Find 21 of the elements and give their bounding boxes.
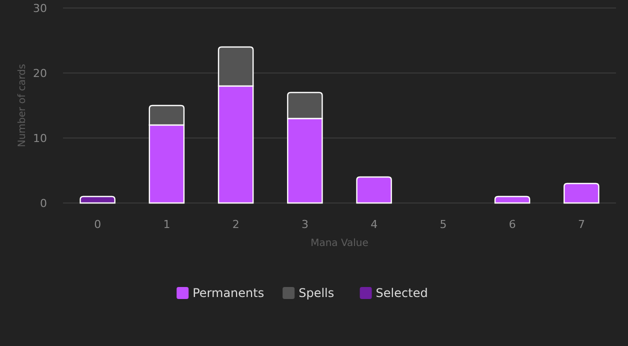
x-tick-label: 3 bbox=[301, 218, 308, 231]
x-tick-label: 5 bbox=[440, 218, 447, 231]
bar bbox=[494, 196, 530, 204]
x-tick-label: 0 bbox=[94, 218, 102, 231]
y-tick-label: 10 bbox=[33, 132, 47, 145]
bar bbox=[80, 196, 116, 204]
x-axis-title: Mana Value bbox=[310, 238, 368, 249]
x-tick-label: 7 bbox=[578, 218, 585, 231]
y-tick-label: 0 bbox=[40, 196, 47, 210]
x-tick-label: 6 bbox=[508, 218, 516, 231]
legend-label: Spells bbox=[298, 286, 334, 300]
x-tick-label: 4 bbox=[370, 218, 378, 231]
legend-label: Permanents bbox=[192, 286, 264, 300]
y-tick-label: 20 bbox=[33, 66, 47, 80]
bar bbox=[564, 182, 600, 204]
x-tick-label: 1 bbox=[163, 218, 170, 231]
legend-label: Selected bbox=[376, 286, 428, 300]
y-tick-label: 30 bbox=[33, 2, 47, 15]
x-tick-label: 2 bbox=[232, 218, 240, 231]
bar bbox=[356, 176, 392, 204]
y-axis-title: Number of cards bbox=[17, 64, 28, 148]
